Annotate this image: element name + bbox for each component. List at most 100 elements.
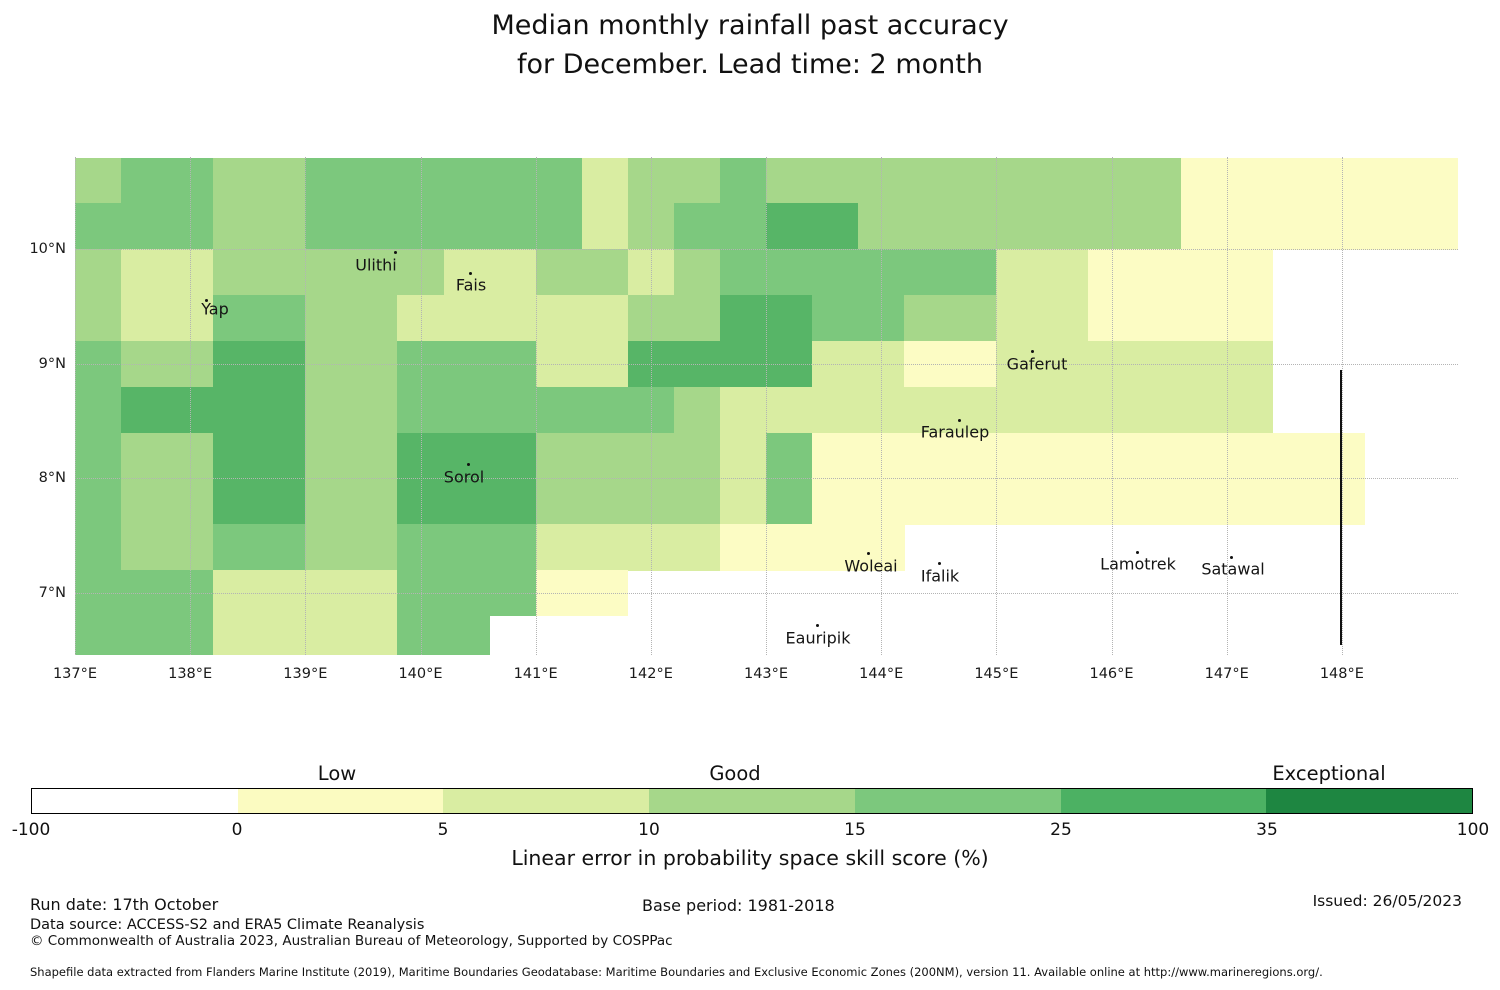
map-cell bbox=[673, 295, 721, 342]
base-period-text: Base period: 1981-2018 bbox=[642, 896, 835, 915]
map-cell bbox=[904, 478, 951, 525]
colorbar-label-low: Low bbox=[317, 762, 357, 785]
island-marker-dot bbox=[469, 272, 472, 275]
gridline-horizontal bbox=[75, 478, 1458, 480]
map-cell bbox=[535, 157, 583, 204]
map-cell bbox=[75, 203, 122, 250]
map-cell bbox=[1180, 478, 1228, 525]
map-cell bbox=[904, 249, 951, 296]
map-cell bbox=[121, 386, 168, 434]
gridline-horizontal bbox=[75, 249, 1458, 251]
map-cell bbox=[121, 295, 168, 342]
gridline-horizontal bbox=[75, 363, 1458, 365]
map-cell bbox=[1364, 203, 1412, 250]
map-cell bbox=[1134, 295, 1182, 342]
map-cell bbox=[1042, 157, 1089, 204]
colorbar-tick-label: 35 bbox=[1256, 820, 1278, 840]
map-cell bbox=[766, 249, 813, 296]
map-cell bbox=[996, 386, 1043, 434]
colorbar-segment bbox=[649, 789, 855, 813]
y-tick-label: 8°N bbox=[38, 470, 66, 487]
island-marker-dot bbox=[958, 419, 961, 422]
map-cell bbox=[351, 524, 398, 571]
map-cell bbox=[213, 249, 260, 296]
map-cell bbox=[75, 432, 122, 479]
map-cell bbox=[443, 524, 491, 571]
map-cell bbox=[904, 157, 951, 204]
map-cell bbox=[535, 524, 583, 571]
gridline-vertical bbox=[305, 157, 307, 655]
x-tick-label: 147°E bbox=[1204, 666, 1249, 682]
map-cell bbox=[259, 432, 306, 479]
map-cell bbox=[581, 203, 629, 250]
map-cell bbox=[766, 432, 813, 479]
map-cell bbox=[950, 478, 997, 525]
map-cell bbox=[1410, 157, 1458, 204]
map-cell bbox=[259, 524, 306, 571]
gridline-vertical bbox=[996, 157, 998, 655]
map-cell bbox=[766, 386, 813, 434]
map-cell bbox=[1226, 295, 1274, 342]
map-cell bbox=[1226, 157, 1274, 204]
island-label: Ulithi bbox=[355, 255, 397, 275]
map-cell bbox=[305, 157, 352, 204]
gridline-vertical bbox=[420, 157, 422, 655]
map-cell bbox=[259, 295, 306, 342]
map-cell bbox=[535, 249, 583, 296]
map-cell bbox=[1410, 203, 1458, 250]
map-cell bbox=[581, 295, 629, 342]
map-cell bbox=[489, 478, 537, 525]
map-cell bbox=[996, 478, 1043, 525]
x-tick-label: 144°E bbox=[859, 666, 904, 682]
map-cell bbox=[719, 249, 767, 296]
map-cell bbox=[351, 386, 398, 434]
map-cell bbox=[1134, 478, 1182, 525]
map-cell bbox=[1226, 249, 1274, 296]
map-cell bbox=[443, 203, 491, 250]
map-cell bbox=[1180, 386, 1228, 434]
gridline-vertical bbox=[1226, 157, 1228, 655]
map-cell bbox=[904, 203, 951, 250]
map-cell bbox=[950, 386, 997, 434]
title-line-2: for December. Lead time: 2 month bbox=[517, 49, 983, 80]
gridline-vertical bbox=[650, 157, 652, 655]
colorbar-tick-label: -100 bbox=[11, 820, 51, 840]
map-cell bbox=[259, 203, 306, 250]
run-date-text: Run date: 17th October bbox=[30, 895, 219, 914]
map-cell bbox=[213, 432, 260, 479]
map-cell bbox=[996, 157, 1043, 204]
map-cell bbox=[766, 203, 813, 250]
map-cell bbox=[305, 615, 352, 656]
map-cell bbox=[75, 249, 122, 296]
map-cell bbox=[75, 157, 122, 204]
map-cell bbox=[259, 249, 306, 296]
colorbar-label-good: Good bbox=[709, 762, 761, 785]
data-source-text: Data source: ACCESS-S2 and ERA5 Climate … bbox=[30, 917, 425, 933]
map-cell bbox=[950, 432, 997, 479]
map-cell bbox=[673, 432, 721, 479]
gridline-vertical bbox=[190, 157, 192, 655]
map-cell bbox=[1272, 157, 1320, 204]
map-cell bbox=[489, 432, 537, 479]
map-cell bbox=[121, 157, 168, 204]
map-cell bbox=[213, 478, 260, 525]
map-cell bbox=[581, 249, 629, 296]
map-cell bbox=[351, 157, 398, 204]
colorbar-segment bbox=[854, 789, 1061, 813]
map-cell bbox=[535, 203, 583, 250]
copyright-text: © Commonwealth of Australia 2023, Austra… bbox=[30, 933, 673, 949]
map-cell bbox=[351, 203, 398, 250]
map-cell bbox=[950, 295, 997, 342]
map-cell bbox=[1042, 478, 1089, 525]
map-cell bbox=[766, 524, 813, 571]
skill-score-colorbar bbox=[31, 788, 1473, 814]
map-cell bbox=[443, 432, 491, 479]
map-cell bbox=[351, 615, 398, 656]
map-cell bbox=[1272, 203, 1320, 250]
x-tick-label: 138°E bbox=[168, 666, 213, 682]
map-cell bbox=[259, 157, 306, 204]
gridline-vertical bbox=[766, 157, 768, 655]
map-cell bbox=[535, 386, 583, 434]
map-cell bbox=[489, 157, 537, 204]
